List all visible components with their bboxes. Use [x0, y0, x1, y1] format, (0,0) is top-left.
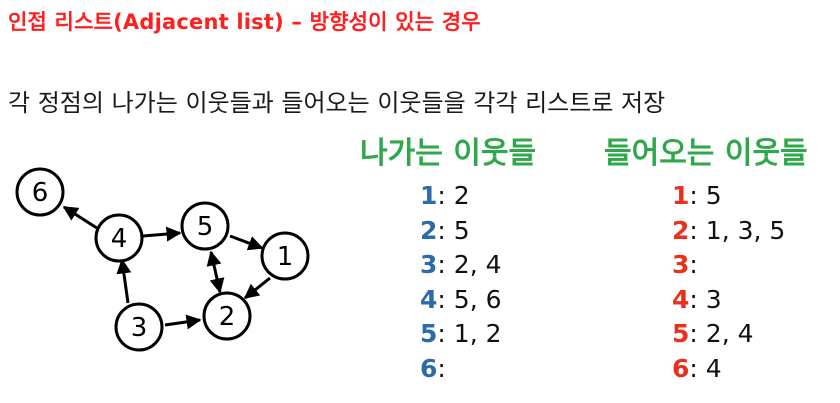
slide-description: 각 정점의 나가는 이웃들과 들어오는 이웃들을 각각 리스트로 저장 [8, 89, 666, 117]
node-4-label: 4 [111, 224, 128, 254]
directed-graph: 6 4 5 1 3 2 [15, 167, 310, 352]
incoming-row-6: 6: 4 [672, 353, 722, 383]
outgoing-neighbors: 2 [445, 181, 470, 210]
node-2-label: 2 [219, 302, 236, 332]
incoming-neighbors: 5 [697, 181, 722, 210]
incoming-row-5: 5: 2, 4 [672, 319, 754, 348]
node-2: 2 [202, 291, 252, 341]
incoming-row-4: 4: 3 [672, 284, 722, 314]
incoming-vertex: 3 [672, 250, 690, 279]
incoming-vertex: 5 [672, 319, 690, 348]
outgoing-vertex: 6 [420, 353, 438, 383]
edge-3-4 [116, 258, 132, 304]
outgoing-list: 1: 2 2: 5 3: 2, 4 4: 5, 6 5: 1, 2 6: [420, 179, 502, 386]
outgoing-header: 나가는 이웃들 [360, 136, 537, 171]
node-4: 4 [94, 213, 144, 263]
incoming-vertex: 4 [672, 284, 690, 314]
incoming-list: 1: 5 2: 1, 3, 5 3: 4: 3 5: 2, 4 6: 4 [672, 179, 785, 386]
node-3-label: 3 [131, 313, 148, 343]
slide-title: 인접 리스트(Adjacent list) – 방향성이 있는 경우 [8, 10, 481, 34]
node-6-label: 6 [32, 178, 49, 208]
node-5: 5 [180, 201, 230, 251]
outgoing-vertex: 5 [420, 319, 438, 348]
node-5-label: 5 [197, 212, 214, 242]
outgoing-row-6: 6: [420, 353, 446, 383]
node-6: 6 [15, 167, 65, 217]
edge-5-1 [229, 234, 264, 251]
incoming-row-3: 3: [672, 250, 698, 279]
node-1: 1 [260, 231, 310, 281]
outgoing-vertex: 3 [420, 250, 438, 279]
incoming-row-1: 1: 5 [672, 181, 722, 210]
edge-5-2-bidirectional [206, 250, 225, 294]
edge-1-2 [243, 276, 271, 300]
outgoing-neighbors: 2, 4 [445, 250, 502, 279]
outgoing-row-4: 4: 5, 6 [420, 284, 502, 314]
outgoing-row-5: 5: 1, 2 [420, 319, 502, 348]
incoming-header: 들어오는 이웃들 [604, 136, 808, 171]
outgoing-vertex: 4 [420, 284, 438, 314]
outgoing-neighbors: 5 [445, 215, 470, 245]
outgoing-row-3: 3: 2, 4 [420, 250, 502, 279]
edge-4-5 [142, 226, 182, 242]
incoming-neighbors: 2, 4 [697, 319, 754, 348]
edge-3-2 [164, 314, 202, 330]
incoming-vertex: 1 [672, 181, 690, 210]
node-3: 3 [114, 302, 164, 352]
incoming-row-2: 2: 1, 3, 5 [672, 215, 786, 245]
incoming-neighbors: 4 [697, 353, 722, 383]
incoming-neighbors: 1, 3, 5 [697, 215, 786, 245]
outgoing-vertex: 2 [420, 215, 438, 245]
outgoing-row-2: 2: 5 [420, 215, 470, 245]
incoming-vertex: 2 [672, 215, 690, 245]
outgoing-neighbors: 5, 6 [445, 284, 502, 314]
outgoing-row-1: 1: 2 [420, 181, 470, 210]
outgoing-neighbors: 1, 2 [445, 319, 502, 348]
edge-4-6 [62, 205, 101, 232]
node-1-label: 1 [277, 242, 294, 272]
incoming-vertex: 6 [672, 353, 690, 383]
outgoing-vertex: 1 [420, 181, 438, 210]
incoming-neighbors: 3 [697, 284, 722, 314]
